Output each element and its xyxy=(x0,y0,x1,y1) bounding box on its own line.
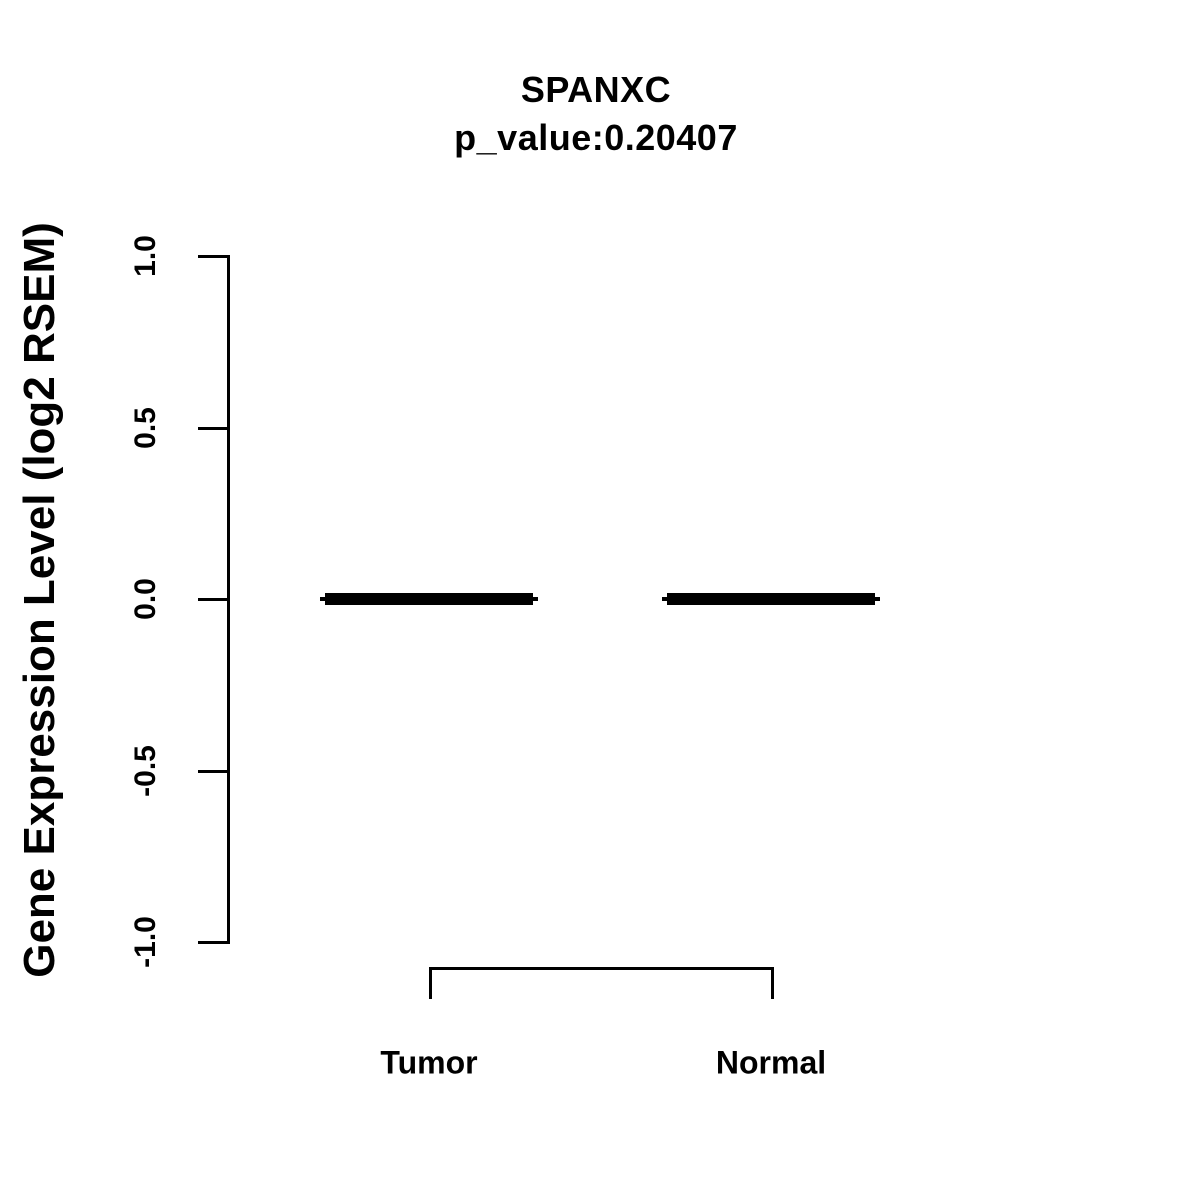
y-axis-tick-label: 0.5 xyxy=(129,406,162,449)
box-median-line xyxy=(667,593,875,605)
y-axis-tick xyxy=(198,941,227,944)
y-axis-tick-label: 1.0 xyxy=(129,235,162,277)
y-axis-tick-label: -0.5 xyxy=(129,744,162,797)
comparison-bracket-top xyxy=(429,967,774,970)
chart-title: SPANXC xyxy=(520,69,672,110)
y-axis-tick xyxy=(198,769,227,773)
comparison-bracket-left xyxy=(429,967,432,999)
x-category-label: Tumor xyxy=(380,1044,478,1081)
y-axis-tick xyxy=(198,255,227,258)
y-axis-tick xyxy=(198,426,227,430)
chart-subtitle: p_value:0.20407 xyxy=(454,117,738,158)
chart-title-block: SPANXC p_value:0.20407 xyxy=(454,66,738,162)
y-axis-tick xyxy=(198,598,227,601)
y-axis-tick-label: -1.0 xyxy=(129,916,162,968)
box-median-line xyxy=(325,593,533,605)
y-axis-line xyxy=(227,255,230,944)
x-category-label: Normal xyxy=(715,1044,827,1081)
y-axis-tick-label: 0.0 xyxy=(129,578,162,620)
comparison-bracket-right xyxy=(771,967,774,999)
